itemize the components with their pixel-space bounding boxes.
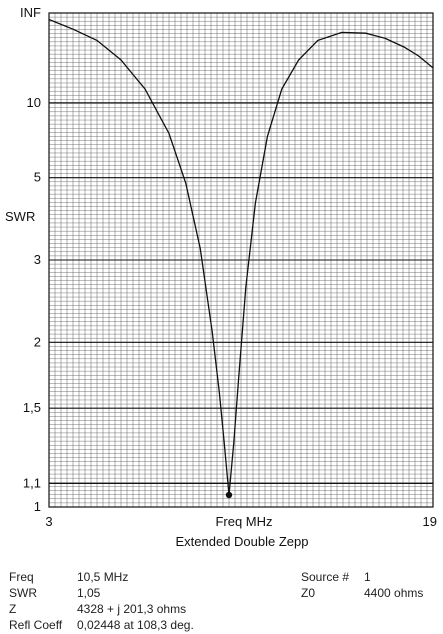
info-z-value: 4328 + j 201,3 ohms xyxy=(77,602,187,616)
marker-point xyxy=(225,491,233,499)
x-tick-label: Freq MHz xyxy=(215,514,272,529)
y-tick-labels: INF 10 5 3 2 1,5 1,1 1 xyxy=(20,5,41,514)
info-freq-label: Freq xyxy=(9,570,34,584)
series-line-swr xyxy=(48,18,434,496)
y-tick-label: INF xyxy=(20,5,41,20)
info-refl-value: 0,02448 at 108,3 deg. xyxy=(77,618,194,632)
y-tick-label: 5 xyxy=(34,170,41,185)
info-z0-value: 4400 ohms xyxy=(364,586,424,600)
chart-title: Extended Double Zepp xyxy=(176,534,309,549)
info-source-value: 1 xyxy=(364,570,371,584)
x-tick-labels: 3 Freq MHz 19 xyxy=(45,514,437,529)
info-swr-label: SWR xyxy=(9,586,37,600)
info-source-label: Source # xyxy=(301,570,350,584)
y-tick-label: 1,5 xyxy=(23,400,41,415)
info-freq-value: 10,5 MHz xyxy=(77,570,129,584)
info-z0-label: Z0 xyxy=(301,586,316,600)
swr-chart: INF 10 5 3 2 1,5 1,1 1 3 Freq MHz 19 SWR Extended… xyxy=(5,5,437,549)
chart-grid xyxy=(49,13,433,507)
y-axis-label: SWR xyxy=(5,209,35,224)
info-refl-label: Refl Coeff xyxy=(9,618,63,632)
info-z-label: Z xyxy=(9,602,17,616)
x-tick-label: 19 xyxy=(423,514,437,529)
y-tick-label: 3 xyxy=(34,252,41,267)
y-tick-label: 10 xyxy=(27,95,41,110)
plot-frame xyxy=(48,12,434,508)
y-tick-label: 1,1 xyxy=(23,475,41,490)
x-tick-label: 3 xyxy=(45,514,52,529)
y-tick-label: 1 xyxy=(34,499,41,514)
info-swr-value: 1,05 xyxy=(77,586,101,600)
y-tick-label: 2 xyxy=(34,334,41,349)
